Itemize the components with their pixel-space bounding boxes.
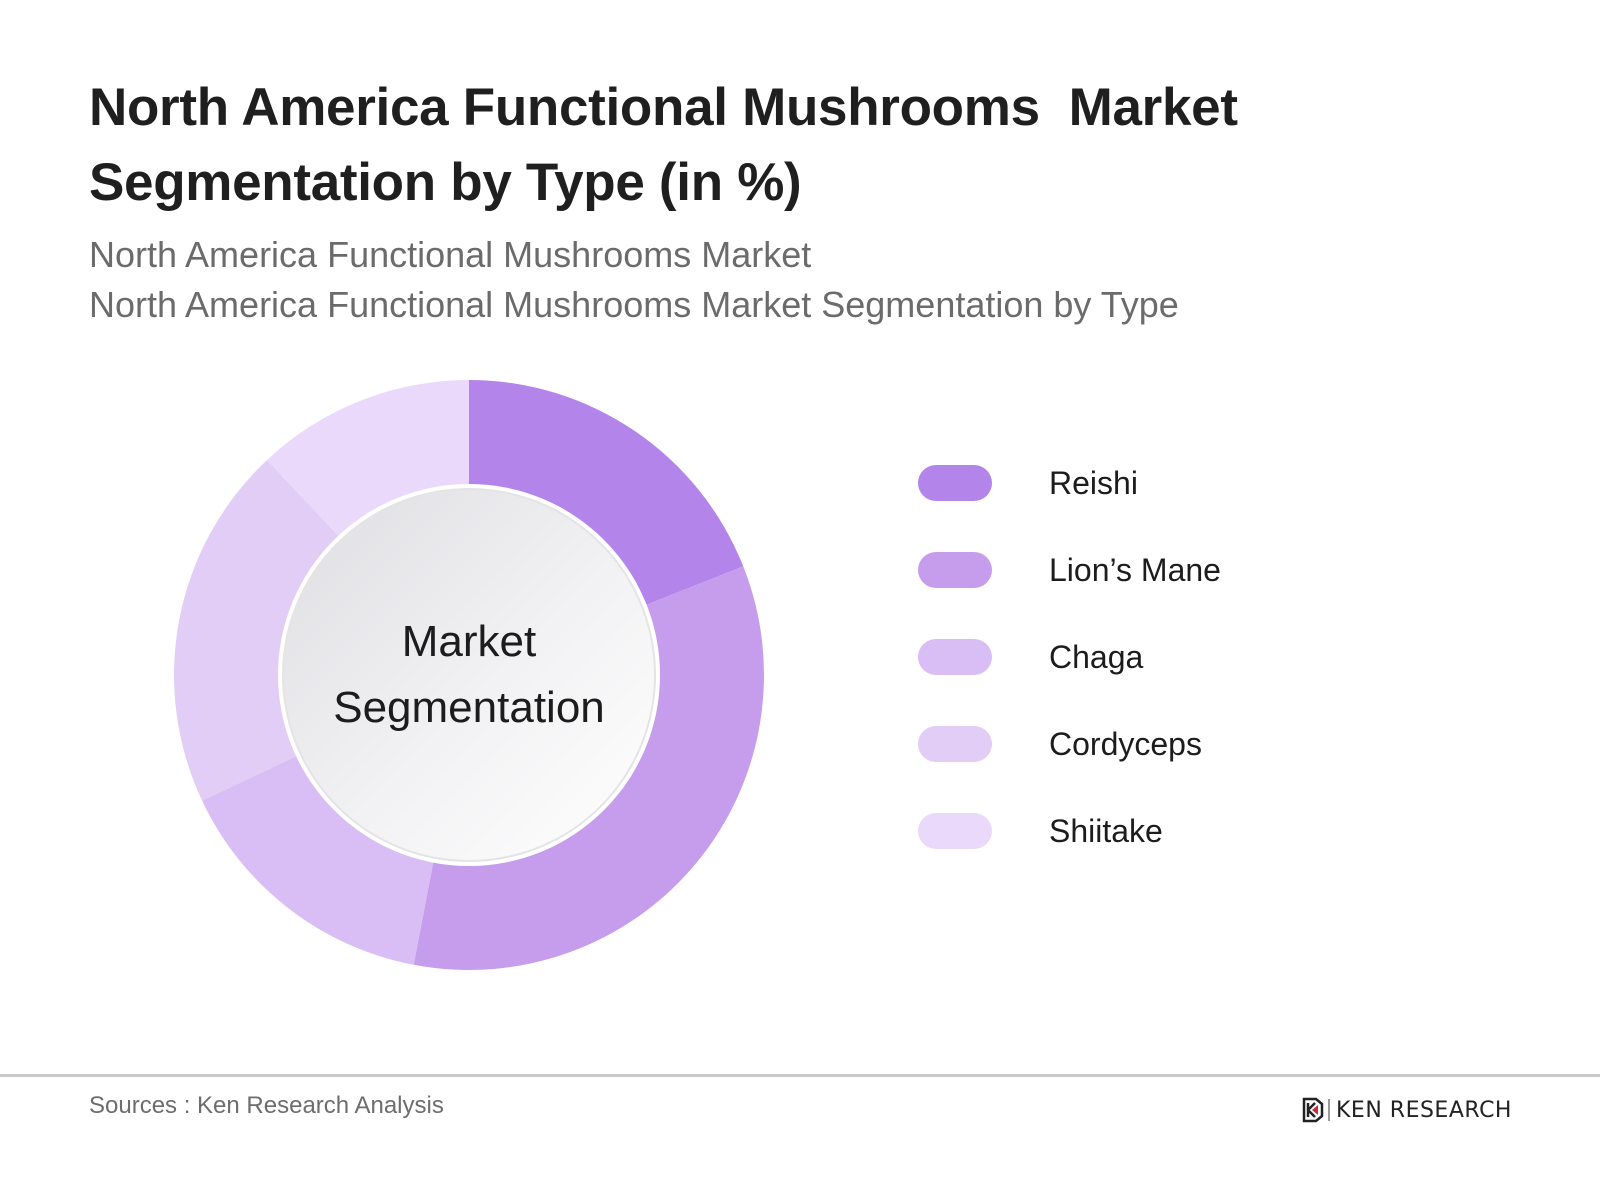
legend-item-chaga[interactable]: Chaga	[918, 639, 1318, 675]
ken-research-logo: KEN RESEARCH	[1302, 1097, 1512, 1123]
source-note: Sources : Ken Research Analysis	[89, 1092, 444, 1119]
legend-swatch	[918, 639, 992, 675]
donut-center-label: Market Segmentation	[279, 485, 659, 865]
center-label-line2: Segmentation	[333, 683, 605, 732]
legend-item-lions-mane[interactable]: Lion’s Mane	[918, 552, 1318, 588]
logo-text: KEN RESEARCH	[1336, 1097, 1512, 1123]
legend-item-cordyceps[interactable]: Cordyceps	[918, 726, 1318, 762]
subtitle-line2: North America Functional Mushrooms Marke…	[89, 284, 1179, 325]
legend-swatch	[918, 465, 992, 501]
legend-label: Shiitake	[1049, 813, 1163, 849]
logo-separator	[1328, 1099, 1330, 1121]
donut-chart	[174, 380, 764, 970]
inner-disc	[282, 488, 656, 862]
legend-item-reishi[interactable]: Reishi	[918, 465, 1318, 501]
chart-subtitle: North America Functional Mushrooms Marke…	[89, 230, 1179, 330]
legend-swatch	[918, 552, 992, 588]
legend-label: Chaga	[1049, 639, 1144, 675]
donut-slice-chaga[interactable]	[202, 738, 441, 965]
ken-logo-icon	[1302, 1097, 1324, 1123]
donut-slice-reishi[interactable]	[469, 380, 744, 620]
chart-title-line2: Segmentation by Type (in %)	[89, 153, 802, 212]
chart-title-line1: North America Functional Mushrooms Marke…	[89, 78, 1238, 137]
subtitle-line1: North America Functional Mushrooms Marke…	[89, 234, 812, 275]
center-label-line1: Market	[401, 617, 537, 666]
legend-label: Lion’s Mane	[1049, 552, 1221, 588]
chart-title: North America Functional Mushrooms Marke…	[89, 70, 1389, 220]
legend-label: Reishi	[1049, 465, 1138, 501]
legend-swatch	[918, 813, 992, 849]
legend-label: Cordyceps	[1049, 726, 1202, 762]
legend-swatch	[918, 726, 992, 762]
footer-divider	[0, 1074, 1600, 1077]
legend-item-shiitake[interactable]: Shiitake	[918, 813, 1318, 849]
